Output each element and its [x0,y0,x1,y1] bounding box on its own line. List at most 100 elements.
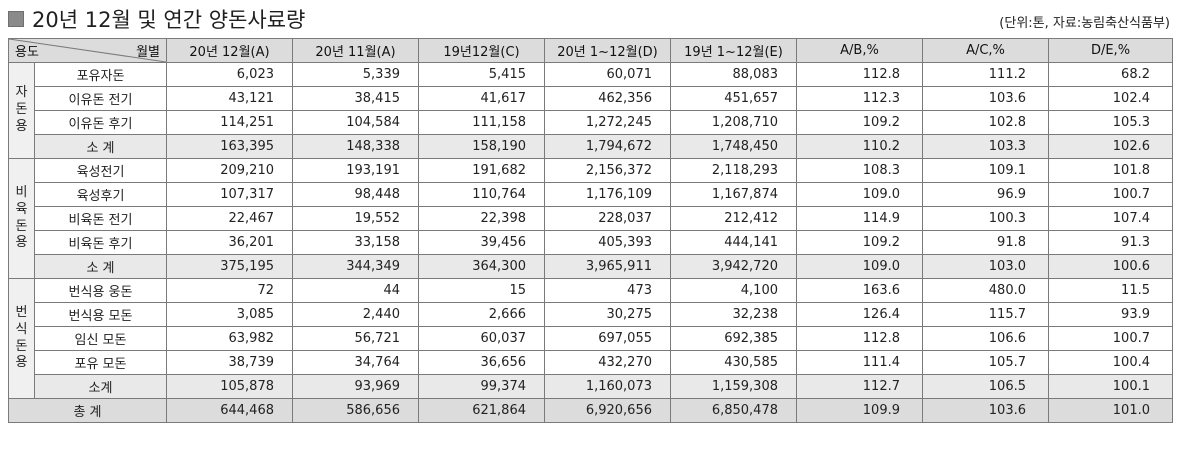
table-row: 자돈용 포유자돈 6,023 5,339 5,415 60,071 88,083 112.8 1… [8,62,1173,159]
value-cell: 209,210 [166,158,293,183]
value-cell: 228,037 [544,206,671,231]
col-header: 20년 11월(A) [292,38,419,63]
row-label: 비육돈 전기 [34,206,167,231]
value-cell: 3,965,911 [544,254,671,279]
value-cell: 109.1 [922,158,1049,183]
table-body: 자돈용 포유자돈 6,023 5,339 5,415 60,071 88,083 112.8 1… [8,62,1173,423]
table-row: 비육돈 전기 22,467 19,552 22,398 228,037 212,412 11… [9,206,1173,231]
value-cell: 114,251 [166,110,293,135]
value-cell: 586,656 [292,398,419,423]
value-cell: 114.9 [796,206,923,231]
row-label: 비육돈 후기 [34,230,167,255]
value-cell: 33,158 [292,230,419,255]
value-cell: 30,275 [544,302,671,327]
value-cell: 1,272,245 [544,110,671,135]
value-cell: 112.8 [796,326,923,351]
value-cell: 93.9 [1048,302,1173,327]
value-cell: 38,415 [292,86,419,111]
value-cell: 444,141 [670,230,797,255]
value-cell: 462,356 [544,86,671,111]
value-cell: 110,764 [418,182,545,207]
value-cell: 68.2 [1048,62,1173,87]
value-cell: 102.6 [1048,134,1173,159]
row-label: 육성전기 [34,158,167,183]
subtotal-row: 소계 105,878 93,969 99,374 1,160,073 1,159,308 1… [9,374,1173,399]
value-cell: 111.2 [922,62,1049,87]
category-cell: 번식돈용 [8,278,35,399]
value-cell: 112.7 [796,374,923,399]
value-cell: 111.4 [796,350,923,375]
value-cell: 101.0 [1048,398,1173,423]
value-cell: 60,037 [418,326,545,351]
value-cell: 38,739 [166,350,293,375]
value-cell: 3,085 [166,302,293,327]
value-cell: 191,682 [418,158,545,183]
category-label: 비육돈용 [15,184,28,251]
value-cell: 451,657 [670,86,797,111]
total-label: 총 계 [8,398,167,423]
value-cell: 39,456 [418,230,545,255]
subtotal-row: 소 계 375,195 344,349 364,300 3,965,911 3,942,7… [9,254,1173,279]
value-cell: 430,585 [670,350,797,375]
value-cell: 1,167,874 [670,182,797,207]
value-cell: 100.7 [1048,326,1173,351]
value-cell: 43,121 [166,86,293,111]
value-cell: 163.6 [796,278,923,303]
col-header: 20년 12월(A) [166,38,293,63]
table-row: 이유돈 전기 43,121 38,415 41,617 462,356 451,657 11… [9,86,1173,111]
title-row: 20년 12월 및 연간 양돈사료량 (단위:톤, 자료:농림축산식품부) [8,6,1172,36]
table-row: 번식돈용 번식용 웅돈 72 44 15 473 4,100 163.6 480.0 11.5 [8,278,1173,399]
value-cell: 109.0 [796,182,923,207]
table-row: 비육돈용 육성전기 209,210 193,191 191,682 2,156,372 2,… [8,158,1173,279]
value-cell: 91.3 [1048,230,1173,255]
value-cell: 103.3 [922,134,1049,159]
value-cell: 100.1 [1048,374,1173,399]
value-cell: 100.3 [922,206,1049,231]
value-cell: 22,467 [166,206,293,231]
value-cell: 1,208,710 [670,110,797,135]
value-cell: 106.5 [922,374,1049,399]
value-cell: 99,374 [418,374,545,399]
category-cell: 비육돈용 [8,158,35,279]
value-cell: 344,349 [292,254,419,279]
value-cell: 108.3 [796,158,923,183]
value-cell: 104,584 [292,110,419,135]
category-cell: 자돈용 [8,62,35,159]
value-cell: 22,398 [418,206,545,231]
value-cell: 91.8 [922,230,1049,255]
page-title: 20년 12월 및 연간 양돈사료량 [32,8,306,32]
value-cell: 63,982 [166,326,293,351]
row-label: 이유돈 전기 [34,86,167,111]
value-cell: 109.2 [796,230,923,255]
value-cell: 1,748,450 [670,134,797,159]
col-header: D/E,% [1048,38,1173,63]
value-cell: 98,448 [292,182,419,207]
value-cell: 112.8 [796,62,923,87]
value-cell: 109.2 [796,110,923,135]
corner-month-label: 월별 [136,45,160,60]
value-cell: 2,156,372 [544,158,671,183]
col-header: A/C,% [922,38,1049,63]
value-cell: 103.6 [922,86,1049,111]
corner-use-label: 용도 [15,45,39,60]
value-cell: 88,083 [670,62,797,87]
value-cell: 697,055 [544,326,671,351]
value-cell: 4,100 [670,278,797,303]
value-cell: 11.5 [1048,278,1173,303]
value-cell: 2,666 [418,302,545,327]
subtotal-label: 소 계 [34,254,167,279]
feed-table: 월별 용도 20년 12월(A) 20년 11월(A) 19년12월(C) 20… [8,38,1173,423]
value-cell: 1,160,073 [544,374,671,399]
col-header: 20년 1~12월(D) [544,38,671,63]
col-header: A/B,% [796,38,923,63]
value-cell: 158,190 [418,134,545,159]
row-label: 포유자돈 [34,62,167,87]
value-cell: 6,850,478 [670,398,797,423]
value-cell: 93,969 [292,374,419,399]
value-cell: 19,552 [292,206,419,231]
col-header: 19년12월(C) [418,38,545,63]
value-cell: 364,300 [418,254,545,279]
value-cell: 101.8 [1048,158,1173,183]
table-row: 포유 모돈 38,739 34,764 36,656 432,270 430,585 111… [9,350,1173,375]
table-row: 육성후기 107,317 98,448 110,764 1,176,109 1,167,8… [9,182,1173,207]
